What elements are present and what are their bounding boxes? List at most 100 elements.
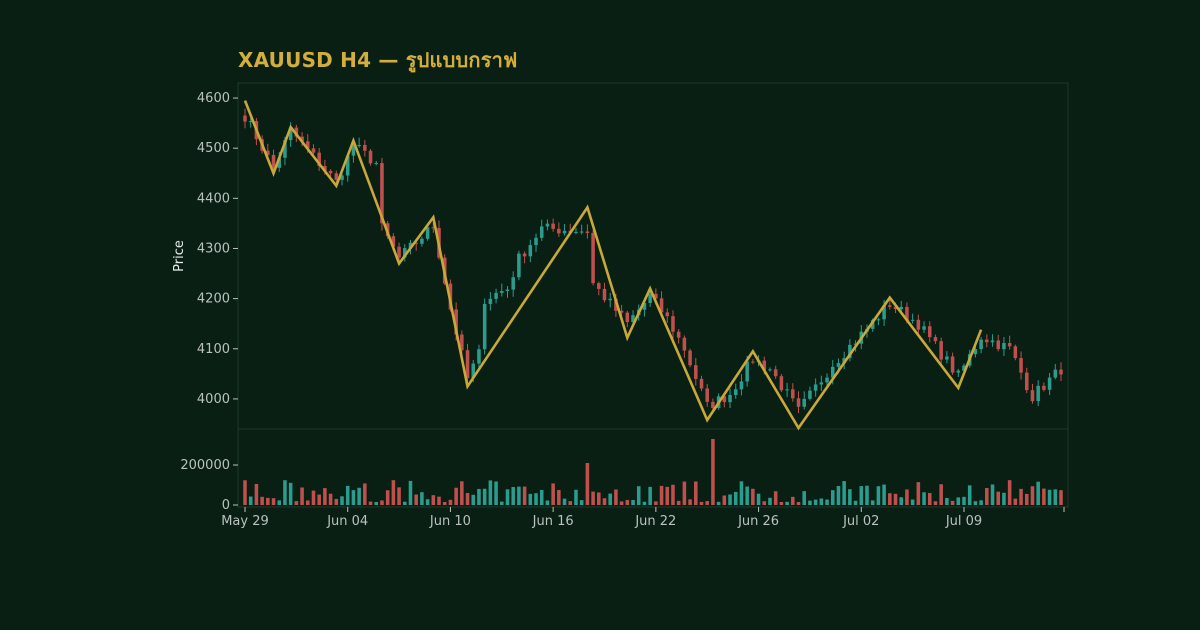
volume-bar	[705, 501, 709, 505]
volume-bar	[768, 497, 772, 505]
volume-bar	[403, 501, 407, 505]
volume-bar	[665, 486, 670, 505]
candle-body	[243, 115, 247, 122]
volume-bar	[985, 487, 989, 505]
candle-body	[403, 248, 407, 258]
x-tick-label: Jun 26	[737, 514, 779, 529]
y-tick-label: 4500	[197, 141, 230, 156]
volume-bar	[351, 490, 356, 505]
candle-body	[751, 361, 755, 363]
volume-bar	[751, 488, 755, 505]
candle-body	[1053, 369, 1058, 378]
volume-bar	[585, 463, 590, 505]
volume-bar	[505, 489, 510, 505]
candle-body	[631, 315, 635, 323]
candle-body	[985, 339, 989, 343]
candle-body	[511, 277, 515, 290]
volume-bar	[317, 494, 321, 505]
volume-panel-frame	[237, 428, 1069, 508]
y-tick-label: 4200	[197, 292, 230, 307]
volume-bar	[619, 501, 624, 505]
candle-body	[665, 312, 670, 317]
volume-bar	[962, 496, 966, 505]
volume-bar	[340, 496, 344, 505]
volume-bar	[808, 500, 812, 505]
volume-bar	[979, 500, 983, 505]
candle-body	[773, 369, 778, 377]
volume-bar	[511, 487, 515, 505]
volume-bar	[254, 483, 259, 505]
candle-body	[248, 121, 253, 123]
candle-body	[311, 148, 316, 153]
candle-body	[602, 288, 607, 301]
candle-body	[705, 388, 709, 402]
candle-body	[916, 319, 921, 330]
candle-body	[785, 389, 789, 391]
volume-bar	[357, 487, 361, 505]
volume-bar	[830, 490, 835, 505]
volume-bar	[477, 488, 481, 505]
candle-body	[945, 356, 949, 360]
candle-body	[922, 326, 926, 330]
volume-bar	[848, 489, 852, 505]
volume-bar	[802, 491, 806, 505]
candle-body	[990, 340, 995, 343]
volume-bar	[334, 498, 339, 505]
candle-body	[779, 376, 784, 391]
volume-bar	[551, 483, 555, 505]
candle-body	[420, 238, 424, 244]
candle-body	[619, 310, 624, 313]
volume-bar	[996, 491, 1000, 505]
candle-body	[671, 316, 675, 332]
volume-bar	[277, 500, 282, 505]
candle-body	[694, 365, 698, 379]
candle-body	[819, 382, 824, 385]
candle-body	[460, 334, 464, 351]
volume-bar	[528, 493, 533, 505]
volume-bar	[825, 499, 829, 505]
volume-bar	[248, 496, 253, 505]
volume-bar	[722, 495, 727, 505]
volume-bar	[842, 481, 846, 505]
volume-bar	[973, 501, 978, 505]
volume-bar	[1030, 486, 1035, 505]
x-tick-label: May 29	[221, 514, 269, 529]
volume-bar	[266, 497, 270, 505]
volume-bar	[745, 486, 749, 505]
volume-bar	[1053, 489, 1058, 505]
volume-bar	[442, 501, 447, 505]
candle-body	[334, 173, 339, 180]
candle-body	[545, 223, 550, 227]
candle-body	[768, 369, 772, 371]
candle-body	[357, 144, 361, 147]
volume-bar	[945, 497, 949, 505]
volume-bar	[602, 498, 607, 505]
volume-bar	[910, 499, 915, 505]
volume-bar	[631, 500, 635, 505]
candle-body	[648, 293, 652, 303]
volume-bar	[368, 501, 373, 505]
candle-body	[979, 339, 983, 350]
candle-body	[340, 175, 344, 180]
volume-bar	[534, 493, 538, 505]
candle-body	[733, 389, 738, 396]
volume-bar	[659, 485, 664, 505]
candle-body	[454, 309, 458, 335]
candle-body	[973, 349, 978, 355]
candle-body	[796, 398, 801, 407]
volume-bar	[243, 480, 247, 505]
candle-body	[591, 232, 595, 284]
volume-bar	[425, 499, 430, 505]
candle-body	[471, 363, 476, 379]
volume-bar	[648, 486, 652, 505]
chart-title: XAUUSD H4 — รูปแบบกราฟ	[238, 48, 518, 72]
x-tick-label: Jul 02	[842, 514, 879, 529]
volume-bar	[323, 488, 327, 505]
volume-bar	[876, 486, 881, 505]
volume-bar	[905, 489, 909, 505]
volume-bar	[950, 500, 955, 505]
candle-body	[625, 312, 630, 323]
candle-body	[562, 230, 567, 234]
volume-bar	[385, 490, 390, 505]
candle-body	[876, 319, 881, 321]
